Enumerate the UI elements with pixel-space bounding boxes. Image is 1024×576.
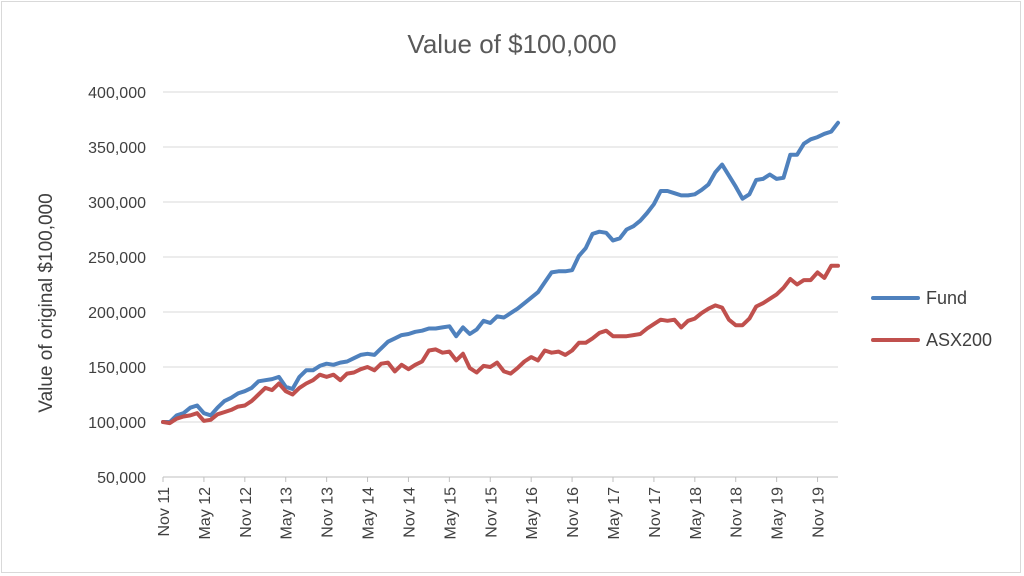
x-tick-label: May 16 xyxy=(524,487,541,540)
y-tick-label: 50,000 xyxy=(97,470,146,487)
x-axis xyxy=(162,476,838,482)
x-tick-label: May 12 xyxy=(197,487,214,540)
legend: Fund ASX200 xyxy=(871,288,992,350)
gridlines xyxy=(163,91,838,423)
y-tick-label: 400,000 xyxy=(88,85,146,102)
x-tick-label: Nov 18 xyxy=(729,487,746,538)
legend-label-asx200: ASX200 xyxy=(926,330,992,350)
x-tick-label: May 14 xyxy=(361,487,378,540)
y-tick-label: 300,000 xyxy=(88,195,146,212)
x-tick-label: Nov 13 xyxy=(320,487,337,538)
y-axis-ticks: 50,000 100,000 150,000 200,000 250,000 300,00… xyxy=(88,85,146,487)
y-tick-label: 250,000 xyxy=(88,250,146,267)
x-tick-label: Nov 16 xyxy=(565,487,582,538)
y-tick-label: 350,000 xyxy=(88,140,146,157)
x-tick-label: Nov 19 xyxy=(811,487,828,538)
x-tick-label: May 17 xyxy=(606,487,623,540)
legend-label-fund: Fund xyxy=(926,288,967,308)
chart-title: Value of $100,000 xyxy=(407,29,616,59)
x-tick-label: Nov 11 xyxy=(156,487,173,537)
x-tick-label: May 15 xyxy=(442,487,459,540)
series-line-asx200 xyxy=(161,263,840,426)
series-lines xyxy=(161,120,840,426)
x-tick-label: Nov 12 xyxy=(238,487,255,538)
x-tick-label: May 19 xyxy=(770,487,787,540)
x-tick-label: May 18 xyxy=(688,487,705,540)
y-tick-label: 200,000 xyxy=(88,305,146,322)
x-tick-label: Nov 14 xyxy=(401,487,418,538)
x-tick-label: Nov 17 xyxy=(647,487,664,538)
y-axis-label: Value of original $100,000 xyxy=(36,193,57,412)
x-tick-label: May 13 xyxy=(279,487,296,540)
x-tick-label: Nov 15 xyxy=(483,487,500,538)
y-tick-label: 100,000 xyxy=(88,415,146,432)
series-line-fund xyxy=(161,120,840,424)
y-tick-label: 150,000 xyxy=(88,360,146,377)
x-axis-ticks: Nov 11 May 12 Nov 12 May 13 Nov 13 May 14 Nov … xyxy=(156,487,828,540)
